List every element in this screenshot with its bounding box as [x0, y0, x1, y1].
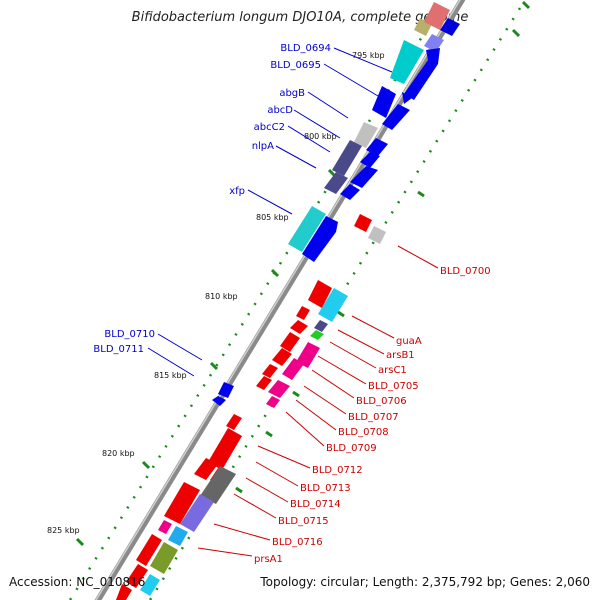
reverse-cds[interactable] [126, 564, 148, 588]
gene-label-bld-0711[interactable]: BLD_0711 [93, 344, 144, 355]
scale-label-800: 800 kbp [304, 132, 337, 141]
forward-cds[interactable] [350, 166, 378, 188]
reverse-cds[interactable] [314, 320, 328, 332]
map-title: Bifidobacterium longum DJO10A, complete … [131, 10, 469, 25]
forward-cds[interactable] [382, 104, 410, 130]
reverse-cds[interactable] [296, 306, 310, 320]
forward-strand-features [212, 2, 460, 406]
forward-cds[interactable] [390, 40, 424, 84]
gene-label-bld-0714[interactable]: BLD_0714 [290, 499, 341, 510]
inner-tick-track [68, 7, 442, 600]
forward-cds[interactable] [404, 48, 440, 100]
gene-label-bld-0707[interactable]: BLD_0707 [348, 412, 399, 423]
gene-label-bld-0712[interactable]: BLD_0712 [312, 465, 363, 476]
scale-labels: 795 kbp 800 kbp 805 kbp 810 kbp 815 kbp … [47, 51, 385, 535]
reverse-cds[interactable] [200, 466, 236, 504]
reverse-cds[interactable] [226, 414, 242, 430]
forward-cds[interactable] [372, 86, 396, 118]
forward-label-group: BLD_0694 BLD_0695 abgB abcD abcC2 nlpA x… [93, 43, 331, 355]
gene-label-bld-0710[interactable]: BLD_0710 [104, 329, 155, 340]
reverse-cds[interactable] [262, 364, 278, 378]
gene-label-bld-0694[interactable]: BLD_0694 [280, 43, 331, 54]
scale-label-810: 810 kbp [205, 292, 238, 301]
reverse-cds[interactable] [140, 574, 160, 596]
reverse-cds[interactable] [194, 458, 218, 480]
forward-cds[interactable] [424, 2, 450, 30]
reverse-cds[interactable] [282, 358, 304, 380]
reverse-cds[interactable] [150, 542, 178, 574]
gene-label-arsc1[interactable]: arsC1 [378, 365, 407, 376]
gene-label-bld-0708[interactable]: BLD_0708 [338, 427, 389, 438]
scale-label-805: 805 kbp [256, 213, 289, 222]
reverse-cds[interactable] [354, 214, 372, 232]
reverse-cds[interactable] [268, 380, 290, 398]
major-ticks [75, 0, 531, 547]
gene-label-guaa[interactable]: guaA [396, 336, 422, 347]
gene-label-bld-0700[interactable]: BLD_0700 [440, 266, 491, 277]
gene-label-bld-0713[interactable]: BLD_0713 [300, 483, 351, 494]
forward-cds[interactable] [324, 172, 348, 194]
gene-label-abcc2[interactable]: abcC2 [254, 122, 285, 133]
gene-label-arsb1[interactable]: arsB1 [386, 350, 415, 361]
gene-label-bld-0716[interactable]: BLD_0716 [272, 537, 323, 548]
reverse-cds[interactable] [116, 584, 132, 600]
gene-label-xfp[interactable]: xfp [229, 186, 245, 197]
reverse-cds[interactable] [168, 526, 188, 546]
reverse-cds[interactable] [164, 482, 200, 524]
reverse-cds[interactable] [256, 376, 272, 390]
forward-cds[interactable] [288, 206, 326, 252]
gene-label-bld-0705[interactable]: BLD_0705 [368, 381, 419, 392]
genome-summary-text: Topology: circular; Length: 2,375,792 bp… [260, 575, 590, 589]
reverse-cds[interactable] [368, 226, 386, 244]
scale-label-825: 825 kbp [47, 526, 80, 535]
reverse-cds[interactable] [180, 494, 214, 532]
reverse-cds[interactable] [136, 534, 162, 566]
gene-label-bld-0695[interactable]: BLD_0695 [270, 60, 321, 71]
reverse-cds[interactable] [308, 280, 332, 308]
reverse-strand-features [116, 214, 386, 600]
forward-cds[interactable] [440, 18, 460, 36]
reverse-cds[interactable] [310, 330, 324, 340]
scale-label-795: 795 kbp [352, 51, 385, 60]
accession-text: Accession: NC_010816 [9, 575, 146, 589]
reverse-cds[interactable] [266, 396, 280, 408]
gene-label-abcd[interactable]: abcD [267, 105, 293, 116]
forward-cds[interactable] [212, 396, 226, 406]
reverse-cds[interactable] [318, 288, 348, 322]
forward-cds[interactable] [340, 184, 360, 200]
reverse-cds[interactable] [272, 348, 292, 366]
forward-cds[interactable] [360, 152, 380, 168]
forward-cds[interactable] [218, 382, 234, 398]
reverse-cds[interactable] [280, 332, 300, 352]
forward-cds[interactable] [302, 216, 338, 262]
gene-label-nlpa[interactable]: nlpA [252, 141, 274, 152]
reverse-cds[interactable] [296, 342, 320, 368]
forward-cds[interactable] [424, 34, 444, 52]
forward-cds[interactable] [366, 138, 388, 156]
forward-leaders [147, 47, 393, 377]
gene-label-bld-0709[interactable]: BLD_0709 [326, 443, 377, 454]
forward-cds[interactable] [402, 92, 412, 104]
reverse-cds[interactable] [158, 520, 172, 534]
reverse-cds[interactable] [290, 320, 308, 334]
forward-cds[interactable] [332, 140, 362, 176]
reverse-leaders [197, 245, 439, 557]
gene-label-bld-0715[interactable]: BLD_0715 [278, 516, 329, 527]
reverse-label-group: BLD_0700 guaA arsB1 arsC1 BLD_0705 BLD_0… [254, 266, 491, 565]
gene-label-abgb[interactable]: abgB [279, 88, 305, 99]
forward-cds[interactable] [354, 122, 378, 148]
scale-label-815: 815 kbp [154, 371, 187, 380]
gene-label-bld-0706[interactable]: BLD_0706 [356, 396, 407, 407]
scale-label-820: 820 kbp [102, 449, 135, 458]
reverse-cds[interactable] [208, 428, 242, 470]
gene-label-prsa1[interactable]: prsA1 [254, 554, 283, 565]
